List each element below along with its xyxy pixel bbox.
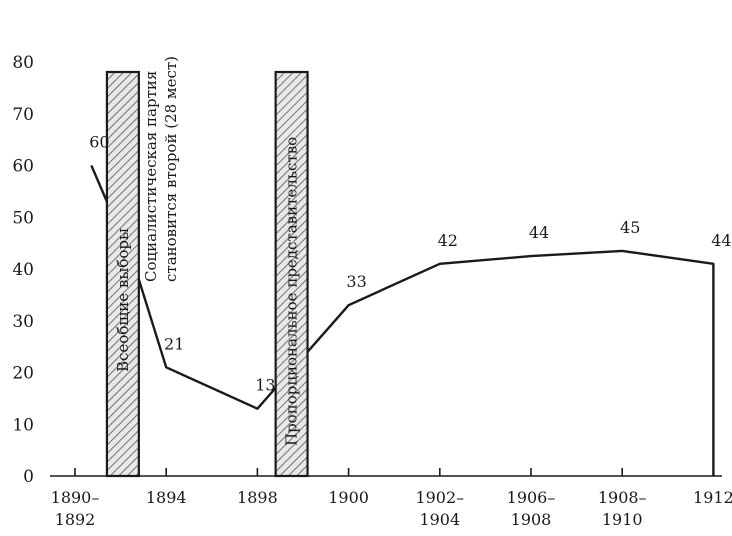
event-band-label: Пропорциональное представительство [283, 137, 301, 446]
y-tick-label: 0 [23, 467, 34, 487]
series-line-segment [306, 249, 715, 476]
event-band [274, 70, 309, 478]
y-tick-label: 30 [12, 312, 34, 332]
data-label: 60 [89, 133, 109, 152]
y-axis-ticks: 0 10 20 30 40 50 60 70 80 [12, 53, 34, 487]
x-tick-label: 1912 [693, 488, 732, 507]
event-band [105, 70, 140, 478]
event-band-label: Всеобщие выборы [114, 228, 132, 372]
data-label: 44 [711, 231, 731, 250]
data-labels: 60 21 13 33 42 44 45 44 [89, 133, 731, 395]
x-tick-label: 1900 [328, 488, 369, 507]
y-tick-label: 50 [12, 208, 34, 228]
x-tick-label: 1902– 1904 [415, 488, 464, 529]
x-tick-label: 1890– 1892 [51, 488, 100, 529]
y-tick-label: 40 [12, 260, 34, 280]
data-label: 44 [529, 223, 549, 242]
y-tick-label: 60 [12, 157, 34, 177]
event-bands: Всеобщие выборы Пропорциональное представ… [105, 70, 309, 478]
data-label: 33 [346, 272, 366, 291]
data-label: 21 [164, 334, 184, 353]
y-tick-label: 10 [12, 415, 34, 435]
series-line-segment [90, 165, 109, 203]
series-line-segment [137, 279, 277, 410]
x-tick-label: 1906– 1908 [507, 488, 556, 529]
y-tick-label: 20 [12, 364, 34, 384]
y-tick-label: 70 [12, 105, 34, 125]
x-tick-label: 1894 [146, 488, 187, 507]
x-tick-label: 1908– 1910 [598, 488, 647, 529]
data-label: 42 [438, 231, 458, 250]
party-annotation: Социалистическая партия становится второй… [142, 56, 180, 282]
y-tick-label: 80 [12, 53, 34, 73]
x-tick-label: 1898 [237, 488, 278, 507]
series-lines [90, 165, 715, 476]
x-axis-ticks: 1890– 1892 1894 1898 1900 1902– 1904 1906– 1908 1… [51, 468, 732, 529]
data-label: 45 [620, 218, 640, 237]
data-label: 13 [255, 376, 275, 395]
